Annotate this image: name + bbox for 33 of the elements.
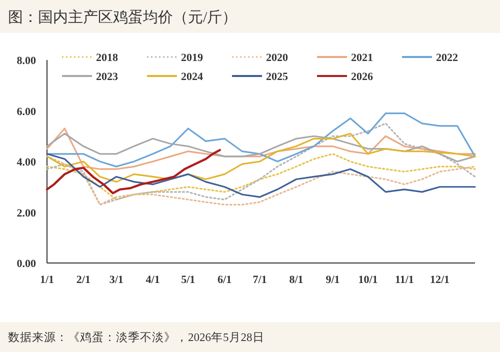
x-tick-label: 4/1: [146, 274, 160, 286]
y-tick-label: 0.00: [16, 258, 36, 270]
x-tick-label: 3/1: [109, 274, 124, 286]
x-tick-label: 6/1: [218, 274, 232, 286]
line-series: [46, 128, 476, 170]
legend-label: 2024: [181, 71, 204, 83]
line-series: [46, 112, 476, 168]
x-tick-label: 7/1: [252, 274, 267, 286]
legend-label: 2022: [436, 52, 458, 64]
legend-label: 2019: [181, 52, 204, 64]
x-tick-label: 11/1: [394, 274, 414, 286]
legend-label: 2020: [266, 52, 288, 64]
line-series: [46, 132, 476, 183]
y-tick-label: 8.00: [16, 55, 36, 67]
legend-label: 2025: [266, 71, 288, 83]
legend-label: 2026: [351, 71, 374, 83]
y-tick-label: 2.00: [16, 207, 36, 220]
line-series: [46, 122, 476, 206]
x-tick-label: 12/1: [430, 274, 450, 286]
x-tick-label: 5/1: [181, 274, 196, 286]
x-tick-label: 2/1: [76, 274, 90, 286]
x-tick-label: 8/1: [289, 274, 304, 286]
chart-title: 图：国内主产区鸡蛋均价（元/斤）: [8, 9, 238, 26]
x-tick-label: 1/1: [40, 274, 54, 286]
line-series: [46, 148, 221, 194]
y-tick-label: 4.00: [16, 156, 36, 168]
legend-label: 2021: [351, 52, 373, 64]
legend-label: 2023: [96, 71, 118, 83]
legend-label: 2018: [96, 52, 118, 64]
y-tick-label: 6.00: [16, 106, 36, 118]
x-tick-label: 10/1: [358, 274, 378, 286]
source-note: 数据来源：《鸡蛋：淡季不淡》，2026年5月28日: [8, 331, 264, 344]
x-tick-label: 9/1: [326, 274, 340, 286]
